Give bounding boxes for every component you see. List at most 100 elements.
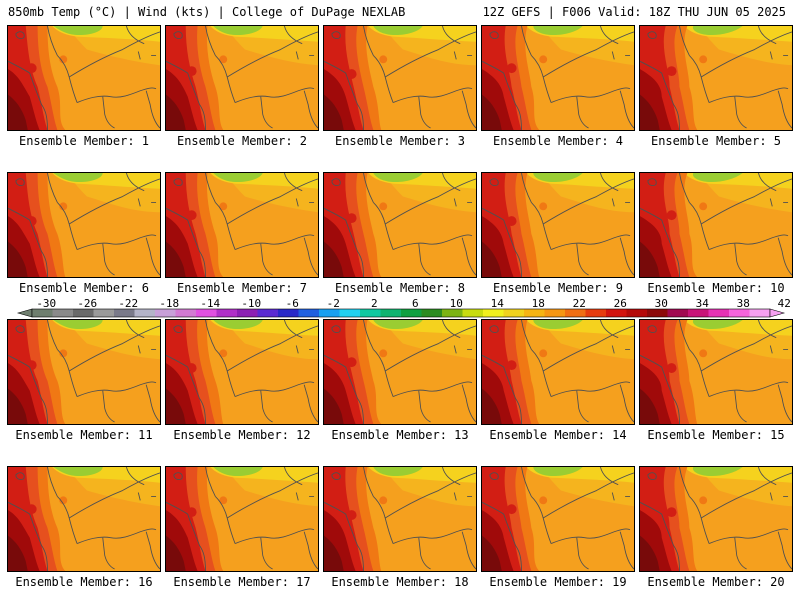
colorbar-swatch xyxy=(708,309,730,317)
colorbar-swatch xyxy=(319,309,340,317)
colorbar-tick-label: 30 xyxy=(655,298,668,310)
colorbar-swatch xyxy=(114,309,135,317)
ensemble-member-map xyxy=(639,466,793,572)
colorbar-swatch xyxy=(401,309,422,317)
ensemble-member-map xyxy=(165,25,319,131)
temperature-field xyxy=(640,467,792,571)
temperature-field xyxy=(8,467,160,571)
colorbar-swatch xyxy=(524,309,545,317)
ensemble-member-map xyxy=(323,319,477,425)
colorbar-swatch xyxy=(216,309,238,317)
colorbar-swatch xyxy=(196,309,217,317)
temperature-field xyxy=(166,467,318,571)
ensemble-member-label: Ensemble Member: 6 xyxy=(18,281,150,295)
colorbar-tick-label: 18 xyxy=(532,298,545,310)
colorbar-swatch xyxy=(237,309,258,317)
ensemble-member-label: Ensemble Member: 9 xyxy=(492,281,624,295)
ensemble-member-label: Ensemble Member: 2 xyxy=(176,134,308,148)
colorbar-swatch xyxy=(134,309,156,317)
ensemble-member-map xyxy=(481,466,635,572)
ensemble-member-map xyxy=(7,25,161,131)
colorbar-swatch xyxy=(667,309,689,317)
chart-title: 850mb Temp (°C) | Wind (kts) | College o… xyxy=(8,5,406,19)
colorbar-tick-label: -22 xyxy=(118,298,138,310)
temperature-field xyxy=(324,320,476,424)
temperature-field xyxy=(8,26,160,130)
ensemble-member-map xyxy=(323,466,477,572)
ensemble-member-map xyxy=(323,25,477,131)
colorbar-swatch xyxy=(462,309,484,317)
ensemble-member-label: Ensemble Member: 8 xyxy=(334,281,466,295)
colorbar-swatch xyxy=(380,309,402,317)
temperature-field xyxy=(166,320,318,424)
ensemble-member-label: Ensemble Member: 1 xyxy=(18,134,150,148)
colorbar-swatch xyxy=(729,309,750,317)
colorbar-swatch xyxy=(360,309,381,317)
colorbar-swatch xyxy=(278,309,299,317)
colorbar-swatch xyxy=(93,309,115,317)
colorbar-swatch xyxy=(175,309,197,317)
colorbar-low-arrow xyxy=(16,308,33,318)
colorbar-tick-label: -26 xyxy=(77,298,97,310)
ensemble-member-map xyxy=(165,172,319,278)
colorbar-swatch xyxy=(688,309,709,317)
temperature-field xyxy=(8,173,160,277)
ensemble-member-label: Ensemble Member: 12 xyxy=(173,428,311,442)
ensemble-member-map xyxy=(7,319,161,425)
ensemble-member-label: Ensemble Member: 4 xyxy=(492,134,624,148)
colorbar-tick-label: 6 xyxy=(412,298,419,310)
temperature-field xyxy=(324,173,476,277)
colorbar-tick-label: 26 xyxy=(614,298,627,310)
temperature-field xyxy=(324,26,476,130)
colorbar-swatch xyxy=(544,309,566,317)
ensemble-member-map xyxy=(639,25,793,131)
colorbar-tick-label: -10 xyxy=(241,298,261,310)
colorbar-swatch xyxy=(52,309,74,317)
colorbar-tick-label: -30 xyxy=(36,298,56,310)
colorbar-swatch xyxy=(647,309,668,317)
temperature-field xyxy=(482,320,634,424)
colorbar-tick-label: -14 xyxy=(200,298,220,310)
ensemble-member-label: Ensemble Member: 20 xyxy=(647,575,785,589)
colorbar-tick-label: -2 xyxy=(327,298,340,310)
colorbar-swatch xyxy=(298,309,320,317)
ensemble-member-label: Ensemble Member: 11 xyxy=(15,428,153,442)
ensemble-member-map xyxy=(481,25,635,131)
colorbar-swatch xyxy=(32,309,53,317)
temperature-field xyxy=(482,26,634,130)
colorbar-tick-label: 10 xyxy=(450,298,463,310)
temperature-colorbar: -30 -26 -22 -18 -14 -10 -6 -2 2 6 10 14 18 22 26 30 34 38… xyxy=(16,298,791,318)
ensemble-member-label: Ensemble Member: 17 xyxy=(173,575,311,589)
colorbar-swatch xyxy=(155,309,176,317)
colorbar-tick-label: -18 xyxy=(159,298,179,310)
colorbar-swatch xyxy=(626,309,648,317)
ensemble-member-label: Ensemble Member: 14 xyxy=(489,428,627,442)
ensemble-member-label: Ensemble Member: 5 xyxy=(650,134,782,148)
colorbar-high-arrow xyxy=(769,308,786,318)
ensemble-member-map xyxy=(639,172,793,278)
colorbar-tick-label: 14 xyxy=(491,298,505,310)
ensemble-member-label: Ensemble Member: 10 xyxy=(647,281,785,295)
temperature-field xyxy=(640,26,792,130)
colorbar-tick-label: -6 xyxy=(286,298,299,310)
colorbar-tick-label: 38 xyxy=(737,298,750,310)
colorbar-swatch xyxy=(503,309,525,317)
temperature-field xyxy=(482,467,634,571)
ensemble-member-label: Ensemble Member: 3 xyxy=(334,134,466,148)
ensemble-member-label: Ensemble Member: 13 xyxy=(331,428,469,442)
ensemble-member-label: Ensemble Member: 16 xyxy=(15,575,153,589)
temperature-field xyxy=(8,320,160,424)
colorbar-swatch xyxy=(749,309,771,317)
temperature-field xyxy=(166,173,318,277)
colorbar-swatch xyxy=(442,309,463,317)
colorbar-swatch xyxy=(565,309,586,317)
ensemble-member-map xyxy=(7,466,161,572)
ensemble-member-map xyxy=(165,319,319,425)
ensemble-member-map xyxy=(481,172,635,278)
colorbar-swatch xyxy=(421,309,443,317)
ensemble-member-map xyxy=(323,172,477,278)
colorbar-tick-label: 42 xyxy=(778,298,791,310)
colorbar-tick-label: 22 xyxy=(573,298,586,310)
colorbar-tick-label: 34 xyxy=(696,298,710,310)
colorbar-swatch xyxy=(483,309,504,317)
